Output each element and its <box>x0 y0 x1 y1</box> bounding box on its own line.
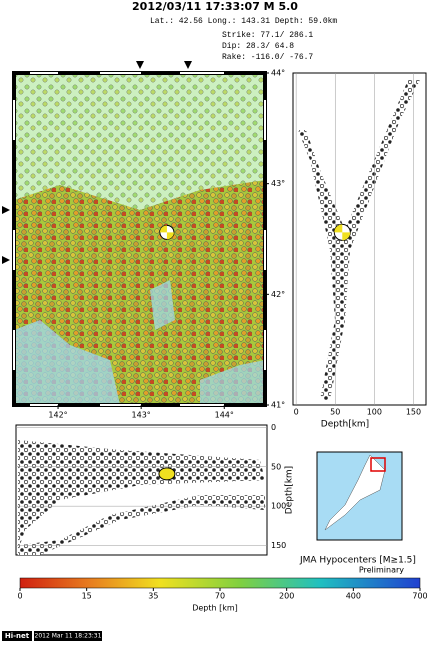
colorbar-tick-label: 70 <box>215 592 225 601</box>
frame-ticks <box>13 72 266 406</box>
lat-tick-label: 41° <box>271 401 285 410</box>
lon-tick-label: 142° <box>48 411 67 420</box>
bottom-panel: Depth[km] <box>15 424 295 556</box>
legend-note: Preliminary <box>359 566 404 575</box>
colorbar <box>19 577 421 589</box>
x-tick-label: 50 <box>330 408 340 417</box>
x-tick-label: 0 <box>294 408 299 417</box>
colorbar-tick-label: 15 <box>82 592 92 601</box>
legend-title: JMA Hypocenters [M≥1.5] <box>299 556 416 566</box>
y-tick-label: 50 <box>271 462 281 471</box>
sea <box>150 280 175 330</box>
colorbar-tick-label: 200 <box>279 592 294 601</box>
colorbar-tick-label: 400 <box>346 592 361 601</box>
map-panel <box>2 61 267 407</box>
side-panel: Depth[km] <box>292 72 427 430</box>
title: 2012/03/11 17:33:07 M 5.0 <box>132 0 298 13</box>
lat-tick-label: 42° <box>271 290 285 299</box>
y-tick-label: 150 <box>271 541 286 550</box>
sea <box>14 320 120 405</box>
x-tick-label: 100 <box>367 408 382 417</box>
inset-map <box>316 451 403 541</box>
lon-tick-label: 144° <box>215 411 234 420</box>
colorbar-tick-label: 35 <box>148 592 158 601</box>
mechanism <box>158 467 176 481</box>
mechanism-quadrant <box>334 224 351 241</box>
side-frame <box>292 72 427 406</box>
dip: Dip: 28.3/ 64.8 <box>222 42 294 51</box>
logo-box <box>2 631 32 641</box>
bottom-seismicity <box>18 440 265 555</box>
rake: Rake: -116.0/ -76.7 <box>222 53 313 62</box>
lat-tick-label: 43° <box>271 179 285 188</box>
sea <box>200 360 265 405</box>
axis-label: Depth[km] <box>321 420 369 430</box>
japan <box>324 454 386 531</box>
lon-tick-label: 143° <box>132 411 151 420</box>
location: Lat.: 42.56 Long.: 143.31 Depth: 59.0km <box>150 17 337 26</box>
y-tick-label: 0 <box>271 423 276 432</box>
lat-tick-label: 44° <box>271 69 285 78</box>
y-tick-label: 100 <box>271 502 286 511</box>
colorbar-tick-label: 0 <box>17 592 22 601</box>
region-box <box>370 457 386 472</box>
colorbar-label: Depth [km] <box>192 604 238 613</box>
axis-label: Depth[km] <box>285 466 295 514</box>
timestamp: 2012 Mar 11 18:23:31 <box>35 633 102 640</box>
timestamp-box <box>34 631 102 641</box>
mechanism-quadrant <box>159 225 174 240</box>
colorbar-tick-label: 700 <box>412 592 427 601</box>
strike: Strike: 77.1/ 286.1 <box>222 31 313 40</box>
x-tick-label: 150 <box>406 408 421 417</box>
logo: Hi-net <box>5 632 30 640</box>
